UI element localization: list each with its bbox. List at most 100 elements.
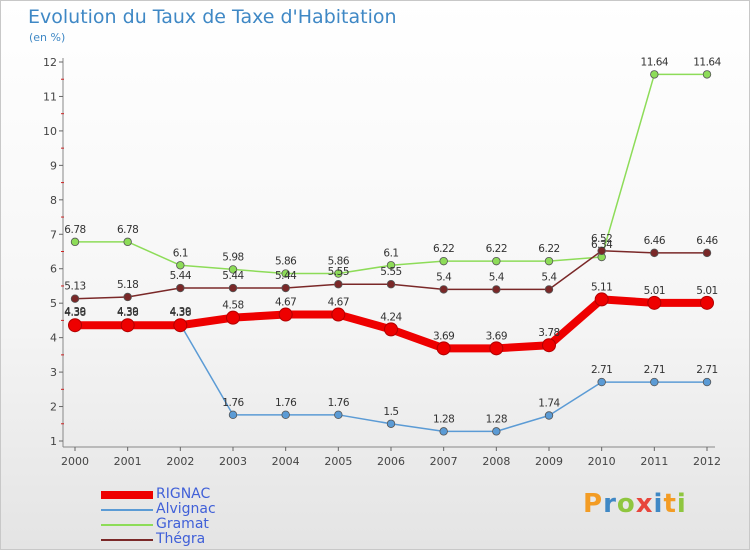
data-label-thégra: 5.4: [489, 271, 505, 283]
data-label-thégra: 5.4: [436, 271, 452, 283]
x-tick-label: 2002: [166, 455, 194, 468]
data-label-thégra: 5.44: [170, 270, 192, 282]
data-point-thégra: [176, 283, 185, 293]
data-point-gramat: [702, 70, 712, 79]
data-point-thégra: [544, 285, 554, 294]
x-tick-label: 2001: [114, 455, 142, 468]
legend-label: Gramat: [156, 516, 209, 532]
legend-label: RIGNAC: [156, 486, 211, 502]
data-label-gramat: 11.64: [693, 56, 721, 68]
logo-letter: x: [635, 489, 654, 519]
x-tick-label: 2004: [272, 455, 300, 468]
data-label-rignac: 4.58: [222, 300, 243, 312]
data-label-rignac: 4.67: [328, 297, 349, 309]
data-point-rignac: [226, 310, 240, 325]
data-point-alvignac: [597, 377, 606, 387]
data-point-rignac: [436, 341, 451, 356]
y-tick-label: 7: [50, 228, 57, 241]
data-label-thégra: 5.18: [117, 279, 138, 291]
data-label-rignac: 5.11: [591, 281, 612, 293]
x-tick-label: 2009: [535, 455, 563, 468]
data-label-alvignac: 2.71: [696, 364, 717, 376]
data-label-alvignac: 1.74: [538, 398, 560, 410]
data-point-alvignac: [228, 410, 238, 420]
y-tick-label: 10: [43, 125, 57, 138]
x-tick-label: 2003: [219, 455, 247, 468]
legend-swatch: [101, 524, 153, 526]
logo-letter: P: [583, 489, 604, 519]
data-point-alvignac: [650, 377, 659, 387]
x-tick-label: 2011: [640, 455, 668, 468]
legend-label: Alvignac: [156, 501, 216, 517]
data-label-alvignac: 1.76: [222, 397, 244, 409]
data-point-gramat: [544, 256, 554, 266]
data-point-alvignac: [386, 419, 396, 428]
data-point-rignac: [647, 295, 662, 310]
data-point-thégra: [228, 283, 238, 293]
legend-swatch: [101, 539, 153, 541]
data-point-thégra: [386, 280, 396, 289]
data-labels: 4.39 4.39 4.39 1.76 1.76 1.76 1.5 1.28 1.28 1.74 2…: [64, 56, 722, 425]
data-point-rignac: [594, 292, 609, 307]
data-label-rignac: 4.36: [170, 307, 192, 319]
data-point-rignac: [173, 318, 188, 333]
data-label-thégra: 5.44: [222, 270, 244, 282]
data-point-rignac: [331, 307, 346, 322]
data-label-alvignac: 1.76: [328, 397, 350, 409]
data-point-gramat: [386, 261, 396, 270]
x-tick-label: 2007: [430, 455, 458, 468]
y-tick-label: 1: [50, 435, 57, 448]
proxiti-logo: Proxiti: [583, 489, 687, 519]
data-label-thégra: 5.44: [275, 270, 297, 282]
y-tick-label: 5: [50, 297, 57, 310]
data-label-rignac: 4.67: [275, 297, 296, 309]
data-label-rignac: 5.01: [696, 285, 717, 297]
x-tick-label: 2006: [377, 455, 405, 468]
data-label-gramat: 5.86: [328, 256, 350, 268]
data-point-thégra: [70, 294, 80, 303]
data-point-rignac: [489, 341, 504, 356]
data-label-thégra: 5.4: [541, 271, 557, 283]
logo-letter: i: [653, 489, 664, 519]
data-label-thégra: 5.55: [328, 266, 349, 278]
data-label-alvignac: 2.71: [591, 364, 612, 376]
data-label-alvignac: 1.28: [433, 413, 454, 425]
data-label-gramat: 6.34: [591, 239, 613, 251]
legend-swatch: [101, 509, 153, 511]
data-label-rignac: 3.78: [538, 327, 559, 339]
data-point-alvignac: [492, 427, 501, 436]
data-point-thégra: [123, 292, 132, 302]
data-label-rignac: 3.69: [433, 330, 454, 342]
data-label-alvignac: 1.76: [275, 397, 297, 409]
data-label-thégra: 6.52: [591, 233, 612, 245]
data-label-thégra: 5.13: [64, 281, 85, 293]
legend-label: Thégra: [156, 531, 206, 547]
data-point-alvignac: [702, 377, 712, 387]
data-point-gramat: [281, 269, 290, 278]
data-point-thégra: [334, 280, 343, 289]
logo-letter: i: [676, 489, 687, 519]
data-label-gramat: 6.22: [538, 243, 559, 255]
y-tick-label: 6: [50, 263, 57, 276]
data-label-alvignac: 4.39: [117, 306, 138, 318]
data-label-gramat: 6.22: [433, 243, 454, 255]
data-label-rignac: 3.69: [486, 330, 507, 342]
data-point-gramat: [492, 256, 501, 266]
data-label-rignac: 4.24: [380, 311, 402, 323]
data-point-alvignac: [544, 411, 554, 420]
data-point-rignac: [542, 338, 556, 353]
x-tick-label: 2005: [324, 455, 352, 468]
y-tick-label: 4: [50, 332, 57, 345]
data-point-rignac: [68, 318, 82, 333]
chart-subtitle: (en %): [29, 31, 66, 44]
legend-swatch: [101, 491, 153, 499]
data-label-gramat: 6.1: [383, 247, 398, 259]
data-point-thégra: [281, 283, 290, 293]
data-point-alvignac: [334, 410, 343, 420]
data-label-gramat: 6.1: [173, 247, 188, 259]
data-point-gramat: [439, 256, 448, 266]
y-tick-label: 8: [50, 194, 57, 207]
